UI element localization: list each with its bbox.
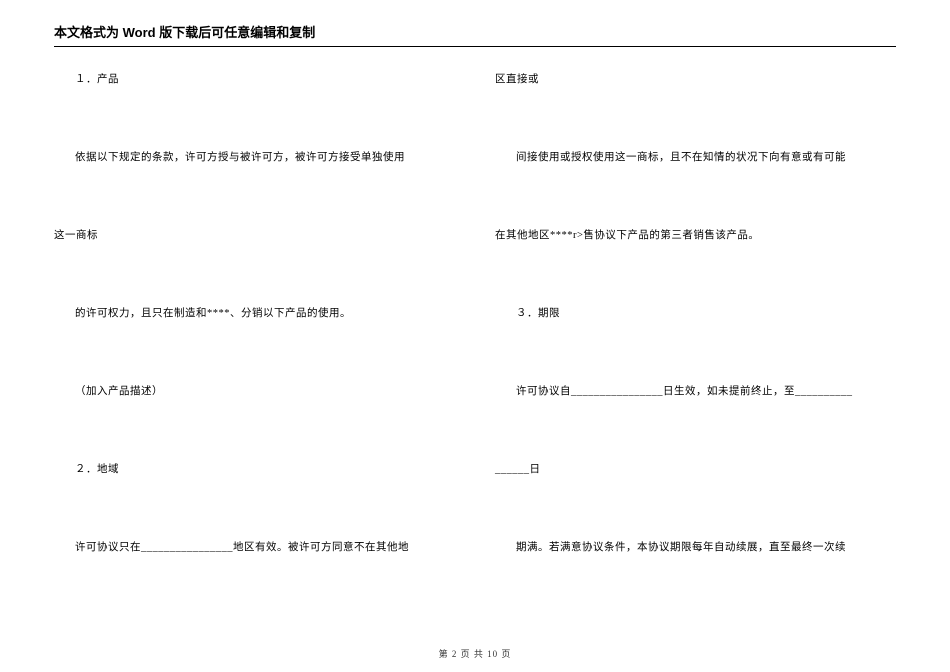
paragraph: ２．地域 xyxy=(54,460,455,480)
left-column: １．产品 依据以下规定的条款，许可方授与被许可方，被许可方接受单独使用 这一商标… xyxy=(54,70,455,632)
paragraph: 的许可权力，且只在制造和****、分销以下产品的使用。 xyxy=(54,304,455,324)
paragraph: 期满。若满意协议条件，本协议期限每年自动续展，直至最终一次续 xyxy=(495,538,896,558)
right-column: 区直接或 间接使用或授权使用这一商标，且不在知情的状况下向有意或有可能 在其他地… xyxy=(495,70,896,632)
header-title: 本文格式为 Word 版下载后可任意编辑和复制 xyxy=(54,25,315,40)
document-header: 本文格式为 Word 版下载后可任意编辑和复制 xyxy=(54,22,896,47)
paragraph: １．产品 xyxy=(54,70,455,90)
paragraph: 许可协议只在________________地区有效。被许可方同意不在其他地 xyxy=(54,538,455,558)
document-body: １．产品 依据以下规定的条款，许可方授与被许可方，被许可方接受单独使用 这一商标… xyxy=(54,70,896,632)
page-footer: 第 2 页 共 10 页 xyxy=(0,647,950,660)
paragraph: 依据以下规定的条款，许可方授与被许可方，被许可方接受单独使用 xyxy=(54,148,455,168)
paragraph: 在其他地区****r>售协议下产品的第三者销售该产品。 xyxy=(495,226,896,246)
paragraph: 这一商标 xyxy=(54,226,455,246)
page-number: 第 2 页 共 10 页 xyxy=(439,649,512,659)
paragraph: （加入产品描述） xyxy=(54,382,455,402)
paragraph: ３．期限 xyxy=(495,304,896,324)
paragraph: 许可协议自________________日生效，如未提前终止，至_______… xyxy=(495,382,896,402)
paragraph: 区直接或 xyxy=(495,70,896,90)
paragraph: ______日 xyxy=(495,460,896,480)
paragraph: 间接使用或授权使用这一商标，且不在知情的状况下向有意或有可能 xyxy=(495,148,896,168)
